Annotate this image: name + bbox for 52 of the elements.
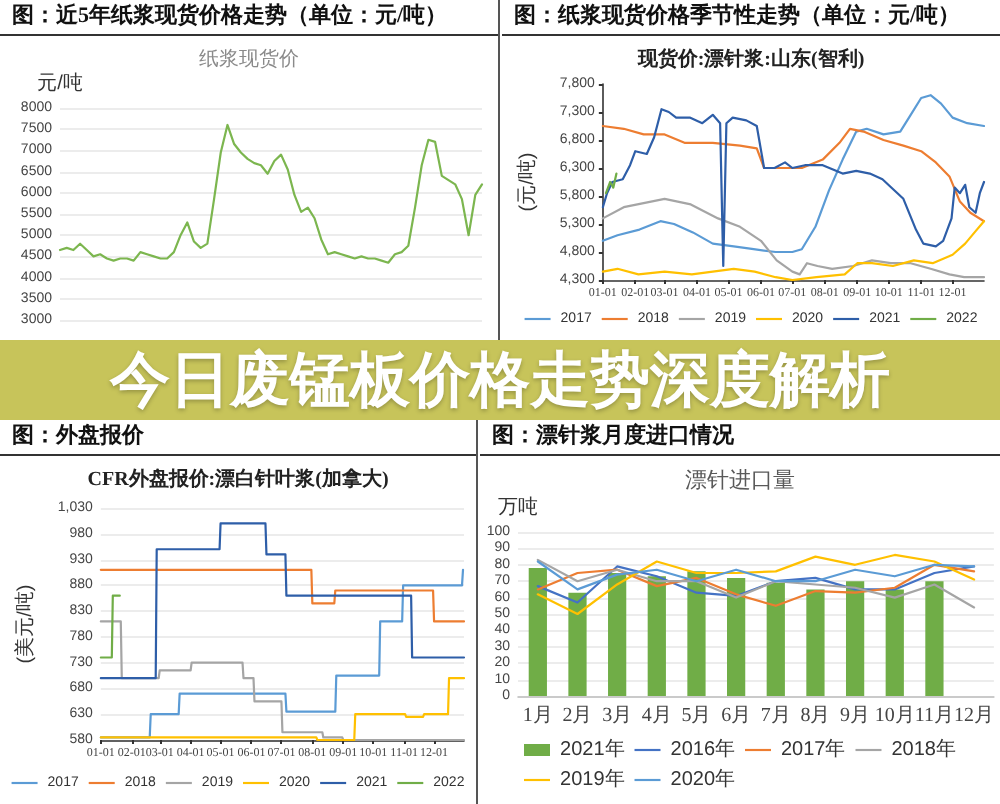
x-tick-label: 11月 <box>914 705 955 727</box>
bar <box>687 571 706 696</box>
legend-label: 2021年 <box>560 737 625 761</box>
chart-subtitle: 漂针进口量 <box>685 467 795 493</box>
chart-title: 图：漂针浆月度进口情况 <box>480 420 1000 456</box>
legend-label: 2017年 <box>781 737 846 761</box>
x-tick-label: 12月 <box>954 705 995 727</box>
x-tick-label: 9月 <box>840 705 871 727</box>
x-tick-label: 4月 <box>641 705 672 727</box>
line-series <box>99 677 466 742</box>
legend-label: 2019年 <box>560 767 625 791</box>
line-series <box>604 172 618 195</box>
x-tick-label: 6月 <box>721 705 752 727</box>
bar <box>528 568 547 696</box>
bar <box>845 581 865 696</box>
line-series <box>601 124 986 223</box>
x-tick-label: 1月 <box>522 705 553 727</box>
x-tick-label: 8月 <box>800 705 831 727</box>
chart-subtitle: 纸浆现货价 <box>199 47 299 71</box>
line-series <box>99 568 466 623</box>
legend-label: 2016年 <box>670 737 736 761</box>
x-tick-label: 10月 <box>874 705 915 727</box>
y-axis-title: 元/吨 <box>37 71 83 95</box>
bar <box>608 573 627 696</box>
bar <box>885 589 904 696</box>
line-series <box>601 94 986 254</box>
x-tick-label: 3月 <box>602 705 633 727</box>
chart-title: 图：纸浆现货价格季节性走势（单位：元/吨） <box>502 0 1000 36</box>
y-axis-title: (美元/吨) <box>13 584 37 664</box>
chart-subtitle: CFR外盘报价:漂白针叶浆(加拿大) <box>87 467 389 491</box>
legend-label: 2018年 <box>891 737 956 761</box>
line-series <box>58 123 484 264</box>
y-axis-title: (元/吨) <box>515 152 539 212</box>
bar <box>727 577 746 696</box>
line-series <box>601 108 986 268</box>
y-axis-title: 万吨 <box>498 495 538 519</box>
x-tick-label: 2月 <box>562 705 593 727</box>
chart-subtitle: 现货价:漂针浆:山东(智利) <box>635 47 865 71</box>
line-series <box>99 522 466 680</box>
bar <box>766 582 785 696</box>
line-series <box>99 620 466 742</box>
bar <box>647 576 666 696</box>
text: 今日废锰板价格走势深度解析 <box>110 345 890 417</box>
legend-label: 2020年 <box>670 767 736 791</box>
bar <box>568 592 587 696</box>
chart-title: 图：外盘报价 <box>0 420 476 456</box>
x-tick-label: 7月 <box>760 705 791 727</box>
line-series <box>536 560 976 591</box>
x-tick-label: 5月 <box>681 705 712 727</box>
bar <box>925 581 944 696</box>
chart-title: 图：近5年纸浆现货价格走势（单位：元/吨） <box>0 0 498 36</box>
bar <box>806 589 825 696</box>
